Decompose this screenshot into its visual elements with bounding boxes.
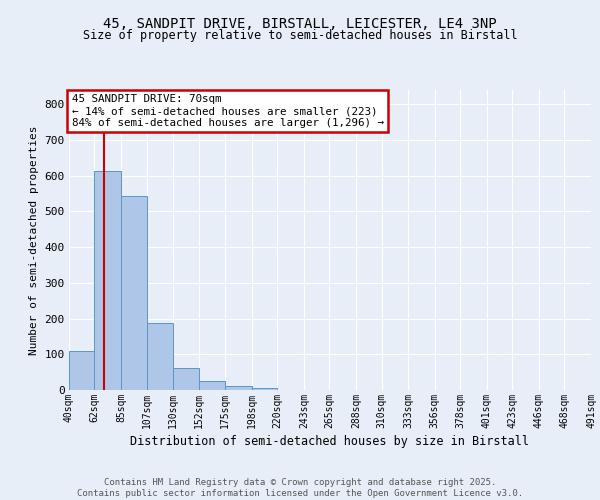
Text: Contains HM Land Registry data © Crown copyright and database right 2025.
Contai: Contains HM Land Registry data © Crown c… bbox=[77, 478, 523, 498]
Bar bbox=[199, 381, 225, 390]
Bar bbox=[94, 170, 121, 390]
Bar bbox=[252, 388, 277, 390]
Bar bbox=[146, 323, 173, 390]
X-axis label: Distribution of semi-detached houses by size in Birstall: Distribution of semi-detached houses by … bbox=[131, 435, 530, 448]
Text: 45 SANDPIT DRIVE: 70sqm
← 14% of semi-detached houses are smaller (223)
84% of s: 45 SANDPIT DRIVE: 70sqm ← 14% of semi-de… bbox=[71, 94, 383, 128]
Bar bbox=[69, 350, 94, 390]
Text: Size of property relative to semi-detached houses in Birstall: Size of property relative to semi-detach… bbox=[83, 29, 517, 42]
Y-axis label: Number of semi-detached properties: Number of semi-detached properties bbox=[29, 125, 39, 355]
Bar bbox=[173, 368, 199, 390]
Bar bbox=[225, 386, 252, 390]
Bar bbox=[121, 196, 146, 390]
Text: 45, SANDPIT DRIVE, BIRSTALL, LEICESTER, LE4 3NP: 45, SANDPIT DRIVE, BIRSTALL, LEICESTER, … bbox=[103, 18, 497, 32]
